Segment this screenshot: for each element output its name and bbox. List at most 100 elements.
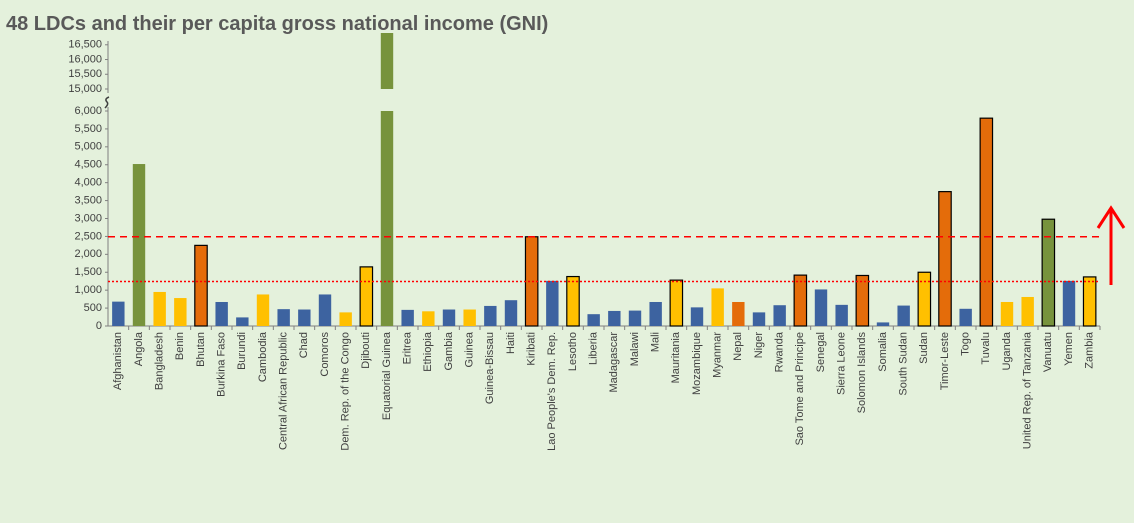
bar xyxy=(277,309,290,326)
x-tick-label: Mauritania xyxy=(670,331,682,383)
bar xyxy=(566,275,580,327)
bar xyxy=(897,305,910,326)
x-tick-label: Tuvalu xyxy=(980,332,992,365)
bar xyxy=(669,279,684,327)
x-tick-label: South Sudan xyxy=(898,332,910,396)
x-tick-label: Liberia xyxy=(588,331,600,365)
x-tick-label: Lesotho xyxy=(567,332,579,371)
bar xyxy=(690,307,704,326)
y-tick-label: 5,000 xyxy=(74,141,102,153)
y-tick-label: 2,000 xyxy=(74,248,102,260)
x-tick-label: Togo xyxy=(960,332,972,356)
bar xyxy=(463,309,476,326)
x-tick-label: Afghanistan xyxy=(112,332,124,390)
bar xyxy=(153,291,166,326)
bar xyxy=(959,308,972,326)
bar xyxy=(938,191,952,327)
bar xyxy=(359,266,374,327)
x-tick-label: Senegal xyxy=(815,332,827,372)
bar xyxy=(422,311,435,326)
bar xyxy=(587,314,600,326)
x-tick-label: Uganda xyxy=(1001,331,1013,370)
x-tick-label: Dem. Rep. of the Congo xyxy=(340,332,352,451)
y-tick-label: 1,000 xyxy=(74,284,102,296)
x-tick-label: Chad xyxy=(298,332,310,358)
x-tick-label: Eritrea xyxy=(402,331,414,364)
bar xyxy=(732,301,745,326)
x-tick-label: Sao Tome and Principe xyxy=(794,332,806,446)
bar xyxy=(608,310,621,326)
arrow xyxy=(1096,205,1126,285)
bar xyxy=(1082,276,1097,327)
x-tick-label: Nepal xyxy=(732,332,744,361)
y-tick-label: 4,500 xyxy=(74,159,102,171)
x-tick-label: Kiribati xyxy=(526,332,538,366)
bar xyxy=(339,312,352,326)
x-tick-label: Lao People's Dem. Rep. xyxy=(546,332,558,451)
x-tick-label: Comoros xyxy=(319,332,331,377)
bar xyxy=(711,288,724,326)
x-tick-label: Vanuatu xyxy=(1042,332,1054,372)
bar xyxy=(112,301,125,326)
y-tick-label: 5,500 xyxy=(74,123,102,135)
bar xyxy=(1062,280,1076,326)
x-tick-label: Sudan xyxy=(918,332,930,364)
bar xyxy=(484,305,497,326)
bar xyxy=(628,310,642,326)
bar xyxy=(1021,296,1034,326)
bar xyxy=(194,244,208,327)
x-tick-label: Mozambique xyxy=(691,332,703,395)
x-tick-label: Bangladesh xyxy=(154,332,166,390)
y-tick-label: 500 xyxy=(84,302,102,314)
x-tick-label: Gambia xyxy=(443,331,455,370)
x-tick-label: Rwanda xyxy=(774,331,786,372)
x-tick-label: Burkina Faso xyxy=(216,332,228,397)
y-tick-label: 15,500 xyxy=(68,68,102,80)
x-tick-label: Ethiopia xyxy=(422,331,434,372)
bar xyxy=(773,305,786,326)
bar xyxy=(380,111,394,326)
x-tick-label: Benin xyxy=(174,332,186,360)
x-tick-label: Myanmar xyxy=(712,332,724,378)
x-tick-label: Yemen xyxy=(1063,332,1075,366)
bar xyxy=(132,164,146,326)
bar xyxy=(236,317,249,326)
y-tick-label: 16,000 xyxy=(68,53,102,65)
bar xyxy=(917,271,932,327)
bar xyxy=(855,274,870,327)
arrow-head xyxy=(1096,205,1126,229)
bar xyxy=(256,294,270,326)
axis-break xyxy=(104,96,110,109)
y-tick-label: 6,000 xyxy=(74,105,102,117)
bar xyxy=(546,280,559,326)
bar xyxy=(1041,218,1056,327)
bar xyxy=(1000,301,1014,326)
y-tick-label: 16,500 xyxy=(68,39,102,51)
x-tick-label: Madagascar xyxy=(608,332,620,393)
x-tick-label: Timor-Leste xyxy=(939,332,951,390)
bar xyxy=(649,301,662,326)
x-tick-label: Central African Republic xyxy=(278,332,290,451)
bar-upper xyxy=(380,33,394,89)
y-tick-label: 15,000 xyxy=(68,83,102,95)
y-tick-label: 0 xyxy=(96,320,102,332)
bar xyxy=(318,294,332,326)
x-tick-label: Burundi xyxy=(236,332,248,370)
x-tick-label: Sierra Leone xyxy=(836,332,848,395)
x-tick-label: Guinea-Bissau xyxy=(484,332,496,404)
y-tick-label: 1,500 xyxy=(74,266,102,278)
bar xyxy=(504,300,518,326)
bar xyxy=(442,309,456,326)
bar xyxy=(835,304,848,326)
x-tick-label: Guinea xyxy=(464,331,476,367)
y-tick-label: 4,000 xyxy=(74,177,102,189)
x-tick-label: Somalia xyxy=(877,331,889,372)
bar xyxy=(215,301,228,326)
y-tick-label: 3,000 xyxy=(74,212,102,224)
bar xyxy=(174,298,187,326)
bar xyxy=(298,309,311,326)
x-tick-label: Bhutan xyxy=(195,332,207,367)
x-tick-label: Solomon Islands xyxy=(856,332,868,414)
x-tick-label: United Rep. of Tanzania xyxy=(1022,331,1034,449)
x-tick-label: Malawi xyxy=(629,332,641,366)
